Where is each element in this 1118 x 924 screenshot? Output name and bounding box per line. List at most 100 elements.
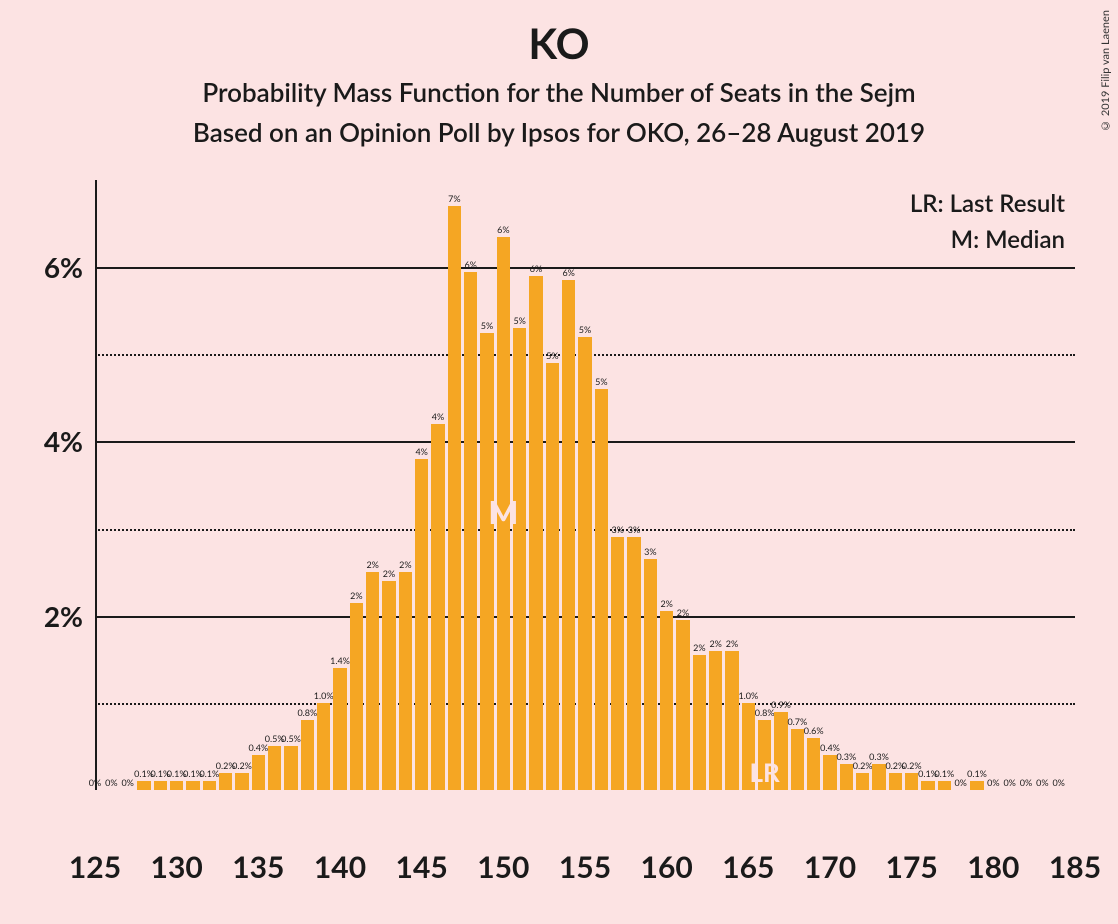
- y-tick-label: 2%: [44, 599, 83, 633]
- bar: [562, 280, 575, 790]
- x-tick-label: 170: [804, 849, 856, 885]
- bar: [252, 755, 265, 790]
- chart-subtitle-1: Probability Mass Function for the Number…: [0, 76, 1118, 108]
- bar: [170, 781, 183, 790]
- x-tick-label: 160: [641, 849, 693, 885]
- bar-value-label: 2%: [709, 638, 721, 649]
- bar-value-label: 2%: [693, 642, 705, 653]
- bar: [660, 611, 673, 790]
- bar: [203, 781, 216, 790]
- bar: [219, 773, 232, 790]
- bar: [644, 559, 657, 790]
- bar-value-label: 6%: [497, 224, 509, 235]
- bar-value-label: 6%: [562, 267, 574, 278]
- bar: [611, 537, 624, 790]
- bar-value-label: 5%: [595, 376, 607, 387]
- chart-subtitle-2: Based on an Opinion Poll by Ipsos for OK…: [0, 116, 1118, 148]
- bar: [137, 781, 150, 790]
- bar: [284, 746, 297, 790]
- bar-value-label: 0.6%: [804, 725, 824, 736]
- bar: [840, 764, 853, 790]
- x-tick-label: 140: [314, 849, 366, 885]
- bar: [856, 773, 869, 790]
- bar-value-label: 3%: [611, 524, 623, 535]
- bar: [921, 781, 934, 790]
- copyright-text: © 2019 Filip van Laenen: [1099, 10, 1112, 132]
- bar: [235, 773, 248, 790]
- bar-value-label: 4%: [432, 411, 444, 422]
- bar-value-label: 0%: [1020, 777, 1032, 788]
- bar-value-label: 5%: [513, 315, 525, 326]
- bar-value-label: 0.1%: [934, 768, 954, 779]
- bar: [154, 781, 167, 790]
- bar-value-label: 0%: [987, 777, 999, 788]
- grid-major: [95, 267, 1075, 269]
- bar: [938, 781, 951, 790]
- bar: [464, 272, 477, 791]
- x-tick-label: 135: [232, 849, 284, 885]
- bar-value-label: 7%: [448, 193, 460, 204]
- bar: [595, 389, 608, 790]
- bar: [399, 572, 412, 790]
- bar: [448, 206, 461, 790]
- bar: [546, 363, 559, 790]
- bar-value-label: 0%: [105, 777, 117, 788]
- bar: [905, 773, 918, 790]
- chart-area: LR: Last Result M: Median 2%4%6%12513013…: [95, 180, 1075, 840]
- bar-value-label: 1.4%: [330, 655, 350, 666]
- median-marker: M: [488, 492, 518, 531]
- bar-value-label: 1.0%: [738, 690, 758, 701]
- x-tick-label: 125: [69, 849, 121, 885]
- bar-value-label: 0%: [1052, 777, 1064, 788]
- last-result-marker: LR: [750, 756, 780, 788]
- bar: [431, 424, 444, 790]
- bar-value-label: 5%: [546, 350, 558, 361]
- bar: [889, 773, 902, 790]
- bar: [382, 581, 395, 790]
- bar: [317, 703, 330, 790]
- bar-value-label: 0%: [1003, 777, 1015, 788]
- x-tick-label: 185: [1049, 849, 1101, 885]
- bar: [791, 729, 804, 790]
- bar-value-label: 0.1%: [967, 768, 987, 779]
- bar: [807, 738, 820, 790]
- x-tick-label: 130: [151, 849, 203, 885]
- bar: [529, 276, 542, 790]
- bar: [627, 537, 640, 790]
- bar: [823, 755, 836, 790]
- bar-value-label: 0%: [954, 777, 966, 788]
- bar: [578, 337, 591, 790]
- bar: [480, 333, 493, 791]
- bar-value-label: 0.5%: [281, 733, 301, 744]
- y-axis-line: [95, 180, 97, 790]
- bar: [186, 781, 199, 790]
- bar: [970, 781, 983, 790]
- bar-value-label: 2%: [677, 607, 689, 618]
- bar-value-label: 6%: [464, 259, 476, 270]
- bar-value-label: 2%: [399, 559, 411, 570]
- bar: [676, 620, 689, 790]
- bar-value-label: 5%: [579, 324, 591, 335]
- bar: [268, 746, 281, 790]
- bar: [693, 655, 706, 790]
- bar: [709, 651, 722, 790]
- bar: [725, 651, 738, 790]
- bar-value-label: 0.2%: [232, 760, 252, 771]
- bar: [415, 459, 428, 790]
- x-tick-label: 175: [886, 849, 938, 885]
- x-tick-label: 165: [722, 849, 774, 885]
- bar: [872, 764, 885, 790]
- bar-value-label: 2%: [726, 638, 738, 649]
- bar-value-label: 2%: [660, 598, 672, 609]
- bar-value-label: 4%: [415, 446, 427, 457]
- y-tick-label: 6%: [44, 250, 83, 284]
- bar: [333, 668, 346, 790]
- x-tick-label: 155: [559, 849, 611, 885]
- bar-value-label: 0%: [89, 777, 101, 788]
- x-tick-label: 145: [396, 849, 448, 885]
- bar-value-label: 2%: [350, 590, 362, 601]
- bar-value-label: 1.0%: [314, 690, 334, 701]
- y-tick-label: 4%: [44, 424, 83, 458]
- bar: [513, 328, 526, 790]
- bar: [350, 603, 363, 790]
